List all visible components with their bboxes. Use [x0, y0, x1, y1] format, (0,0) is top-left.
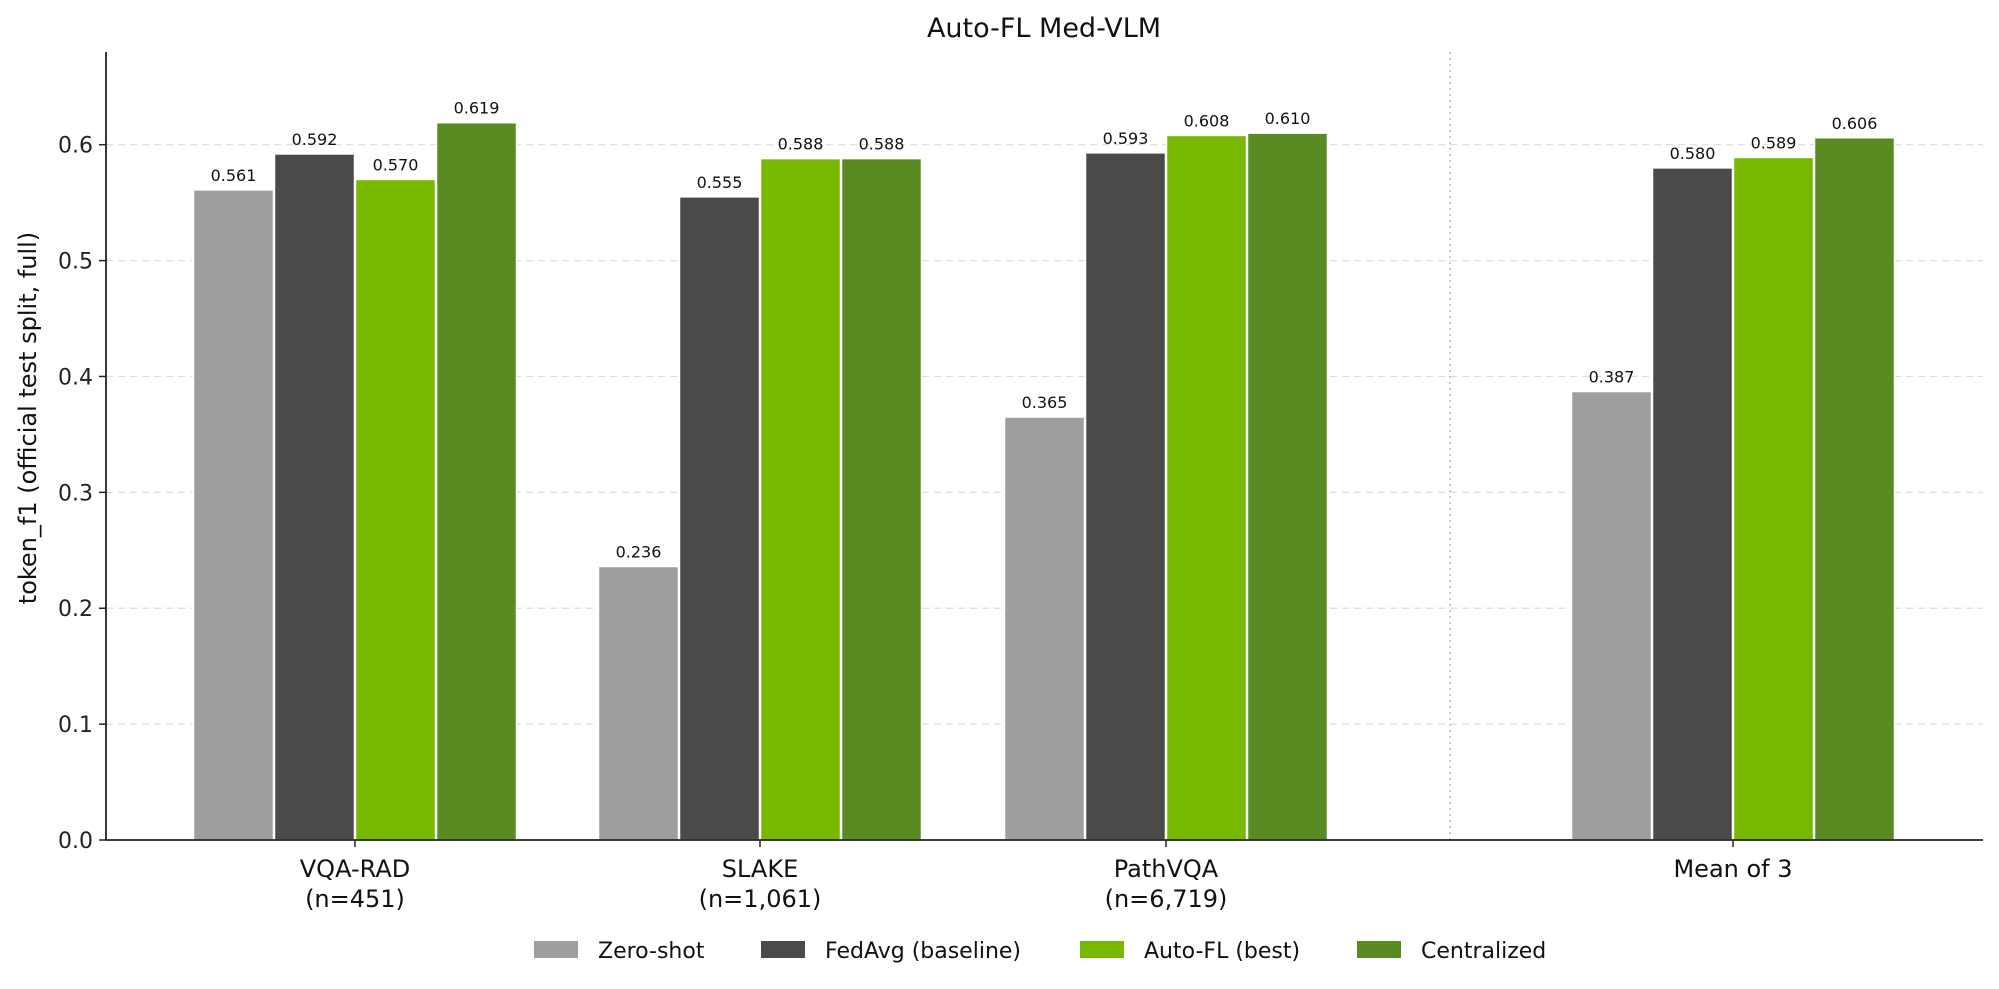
- bar: [840, 157, 923, 841]
- chart-title: Auto-FL Med-VLM: [927, 13, 1161, 44]
- legend-label: FedAvg (baseline): [825, 939, 1021, 964]
- bar-value-label: 0.387: [1589, 368, 1635, 387]
- bar: [759, 157, 842, 841]
- bar: [192, 189, 275, 841]
- x-tick-sublabel: (n=451): [305, 885, 405, 913]
- bar-value-label: 0.236: [616, 543, 662, 562]
- bar: [597, 565, 680, 841]
- x-tick-label: Mean of 3: [1673, 855, 1792, 883]
- x-tick-label: PathVQA: [1114, 855, 1219, 883]
- bar: [1003, 416, 1086, 841]
- bar: [1651, 167, 1734, 841]
- bar-value-label: 0.365: [1022, 393, 1068, 412]
- bar-value-label: 0.580: [1670, 144, 1716, 163]
- bar: [354, 178, 437, 841]
- y-tick-label: 0.0: [58, 829, 93, 854]
- y-tick-label: 0.2: [58, 597, 93, 622]
- bar-value-label: 0.593: [1103, 129, 1149, 148]
- bar-value-label: 0.570: [373, 155, 419, 174]
- legend-swatch: [534, 941, 578, 958]
- y-tick-label: 0.4: [58, 365, 93, 390]
- legend-label: Zero-shot: [598, 939, 705, 964]
- axes-layer: 0.0 0.1 0.2 0.3 0.4 0.5 0.6 VQA-RAD(n=451) SLAKE…: [58, 52, 1983, 913]
- bar: [1570, 390, 1653, 841]
- bar-value-label: 0.555: [697, 173, 743, 192]
- bar-value-label: 0.606: [1832, 114, 1878, 133]
- x-tick-label: VQA-RAD: [300, 855, 410, 883]
- bar: [273, 153, 356, 841]
- bar-value-label: 0.589: [1751, 133, 1797, 152]
- x-tick-sublabel: (n=6,719): [1105, 885, 1228, 913]
- bar-value-label: 0.608: [1184, 111, 1230, 130]
- bar-value-label: 0.561: [211, 166, 257, 185]
- bar-value-label: 0.588: [778, 135, 824, 154]
- bar: [435, 121, 518, 841]
- legend: Zero-shot FedAvg (baseline) Auto-FL (best)…: [534, 939, 1546, 964]
- bar: [1732, 156, 1815, 841]
- bar: [1084, 152, 1167, 841]
- bar: [1813, 137, 1896, 841]
- bar: [1165, 134, 1248, 841]
- x-tick-sublabel: (n=1,061): [699, 885, 822, 913]
- legend-swatch: [1357, 941, 1401, 958]
- bars-layer: 0.561 0.236 0.365 0.387 0.592 0.555 0.593 0.580…: [192, 99, 1896, 841]
- legend-swatch: [1080, 941, 1124, 958]
- bar-value-label: 0.588: [859, 135, 905, 154]
- bar-value-label: 0.592: [292, 130, 338, 149]
- y-tick-label: 0.1: [58, 713, 93, 738]
- legend-label: Auto-FL (best): [1144, 939, 1300, 964]
- legend-swatch: [761, 941, 805, 958]
- bar-value-label: 0.610: [1265, 109, 1311, 128]
- bar: [1246, 132, 1329, 841]
- bar: [678, 196, 761, 841]
- x-tick-label: SLAKE: [722, 855, 798, 883]
- y-axis-label: token_f1 (official test split, full): [14, 232, 42, 604]
- legend-label: Centralized: [1421, 939, 1546, 964]
- bar-value-label: 0.619: [454, 99, 500, 118]
- y-tick-label: 0.5: [58, 250, 93, 275]
- y-tick-label: 0.6: [58, 134, 93, 159]
- y-tick-label: 0.3: [58, 481, 93, 506]
